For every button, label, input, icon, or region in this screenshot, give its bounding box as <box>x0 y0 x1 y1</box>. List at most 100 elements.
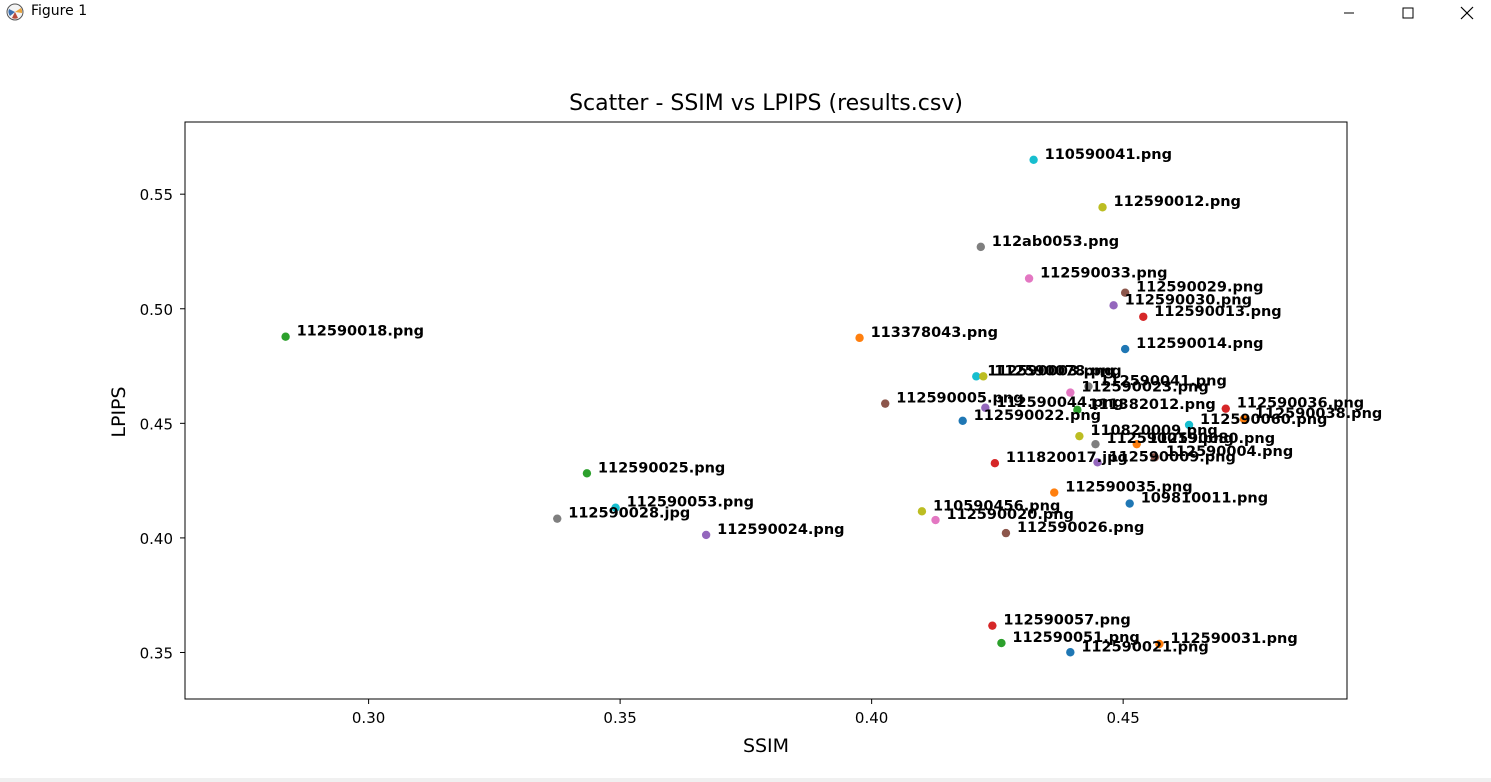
point-label: 112590038.png <box>1255 406 1382 422</box>
point-label: 112590023.png <box>1081 380 1208 396</box>
data-point <box>988 621 997 630</box>
data-point <box>1098 203 1107 212</box>
data-point <box>611 503 620 512</box>
point-label: 112590051.png <box>1012 630 1139 646</box>
point-label: 109810011.png <box>1141 491 1268 507</box>
point-label: 112590041.png <box>1099 373 1226 389</box>
y-axis-ticks: 0.35 0.40 0.45 0.50 0.55 <box>140 186 185 662</box>
point-label: 112590080.png <box>1148 431 1275 447</box>
data-point <box>1093 458 1102 467</box>
point-label: 112590005.png <box>896 391 1023 407</box>
data-point <box>981 403 990 412</box>
point-label: 112590028.jpg <box>568 506 690 522</box>
point-label: 112590020.png <box>947 507 1074 523</box>
minimize-button[interactable] <box>1326 0 1372 26</box>
data-point <box>990 459 1000 468</box>
point-label: 112ab0053.png <box>992 234 1119 250</box>
data-point <box>855 333 864 343</box>
point-label: 112590018.png <box>297 324 424 340</box>
point-label: 112590057.png <box>1003 613 1130 629</box>
data-point <box>1073 405 1082 415</box>
close-icon <box>1460 6 1474 20</box>
data-point <box>1132 439 1141 449</box>
data-point <box>931 515 940 525</box>
data-point <box>979 372 988 381</box>
x-tick-label: 0.30 <box>352 709 385 727</box>
data-point <box>1139 312 1148 321</box>
y-axis-label: LPIPS <box>108 386 130 437</box>
point-label: 112590033.png <box>1040 266 1167 282</box>
x-axis-ticks: 0.30 0.35 0.40 0.45 <box>352 699 1140 727</box>
point-label: 112590078.png <box>994 363 1121 379</box>
x-tick-label: 0.35 <box>603 709 636 727</box>
data-point <box>1029 155 1038 165</box>
matplotlib-app-icon <box>6 3 24 21</box>
point-label: 110820009.png <box>1090 423 1217 439</box>
data-point <box>972 372 981 381</box>
data-point <box>1084 382 1093 391</box>
data-point <box>582 469 592 478</box>
data-point <box>281 332 290 341</box>
point-label: 112590044.png <box>996 395 1123 411</box>
data-point <box>1125 499 1134 508</box>
data-point <box>881 399 890 408</box>
point-label: 111382012.png <box>1088 397 1215 413</box>
data-point <box>1050 488 1059 497</box>
data-point <box>553 514 562 523</box>
y-tick-label: 0.40 <box>140 530 173 548</box>
data-point <box>1150 453 1160 462</box>
data-point <box>1091 439 1100 449</box>
point-label: 112590014.png <box>1136 336 1263 352</box>
data-point <box>958 416 967 426</box>
data-point <box>997 638 1006 648</box>
point-label: 112590022.png <box>974 408 1101 424</box>
minimize-icon <box>1344 12 1354 14</box>
point-label: 112590012.png <box>1114 194 1241 210</box>
data-point <box>1066 388 1075 397</box>
data-point <box>1120 344 1130 354</box>
scatter-chart: Scatter - SSIM vs LPIPS (results.csv) 0.… <box>108 91 1382 757</box>
maximize-button[interactable] <box>1385 0 1431 26</box>
point-label: 112590053.png <box>627 495 754 511</box>
point-label: 112590024.png <box>717 522 844 538</box>
y-tick-label: 0.35 <box>140 644 173 662</box>
point-label: 112590026.png <box>1017 520 1144 536</box>
status-bar <box>0 778 1491 782</box>
point-label: 111820017.jpg <box>1006 450 1128 466</box>
point-label: 112590003.png <box>987 363 1114 379</box>
point-label: 112590019.png <box>1106 431 1233 447</box>
data-point <box>1221 404 1230 413</box>
point-label: 112590009.png <box>1108 449 1235 465</box>
data-point <box>917 507 927 516</box>
point-label: 112590013.png <box>1154 304 1281 320</box>
point-label: 113378043.png <box>871 325 998 341</box>
plot-area <box>184 121 1348 700</box>
point-label: 112590031.png <box>1170 631 1297 647</box>
y-tick-label: 0.45 <box>140 415 173 433</box>
data-point <box>1024 274 1034 283</box>
data-points <box>281 155 1249 657</box>
close-button[interactable] <box>1444 0 1490 26</box>
figure-canvas: Scatter - SSIM vs LPIPS (results.csv) 0.… <box>0 30 1491 778</box>
point-label: 112590021.png <box>1081 639 1208 655</box>
point-label: 112590025.png <box>598 460 725 476</box>
window-title: Figure 1 <box>31 3 88 19</box>
point-label: 110590041.png <box>1045 147 1172 163</box>
x-axis-label: SSIM <box>743 735 789 757</box>
data-point <box>976 242 985 252</box>
chart-title: Scatter - SSIM vs LPIPS (results.csv) <box>569 91 963 116</box>
point-label: 112590004.png <box>1166 444 1293 460</box>
maximize-icon <box>1402 7 1414 19</box>
data-point <box>1109 301 1118 310</box>
data-point <box>1066 648 1075 657</box>
data-point <box>701 530 711 540</box>
x-tick-label: 0.45 <box>1106 709 1139 727</box>
point-label: 110590456.png <box>933 498 1060 514</box>
data-point <box>1155 639 1164 649</box>
y-tick-label: 0.50 <box>140 301 173 319</box>
data-point <box>1239 414 1249 424</box>
point-label: 112590060.png <box>1200 412 1327 428</box>
x-tick-label: 0.40 <box>855 709 888 727</box>
window-titlebar: Figure 1 <box>0 0 1491 30</box>
data-point <box>1184 420 1194 430</box>
